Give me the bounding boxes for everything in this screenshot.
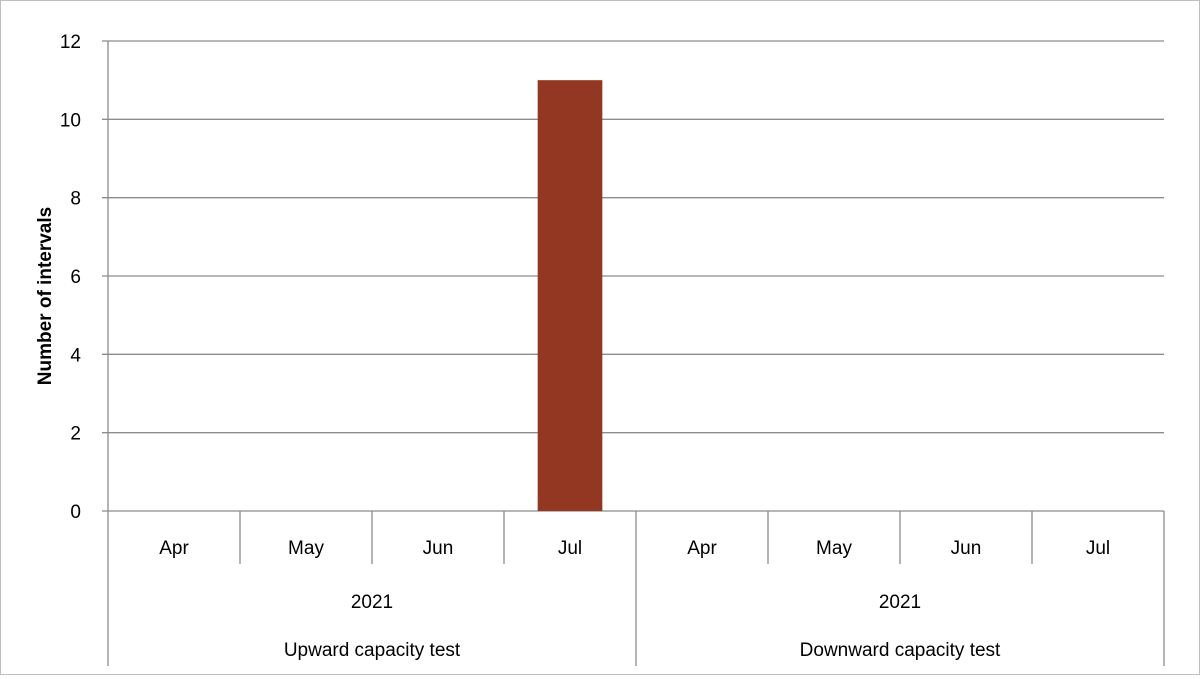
x-category-labels: Apr May Jun Jul Apr May Jun Jul 2021 Upward capac…: [159, 538, 1110, 661]
month-label: Apr: [687, 538, 717, 559]
y-tick-label: 12: [60, 32, 81, 53]
y-tick-label: 8: [70, 189, 81, 210]
test-group-label: Downward capacity test: [800, 640, 1001, 661]
y-tick-label: 10: [60, 110, 81, 131]
month-label: Jun: [951, 538, 982, 559]
month-label: May: [288, 538, 324, 559]
y-tick-label: 2: [70, 424, 81, 445]
year-label: 2021: [879, 592, 921, 613]
y-tick-label: 0: [70, 502, 81, 523]
y-tick-label: 6: [70, 267, 81, 288]
month-label: Jun: [423, 538, 454, 559]
month-label: Jul: [558, 538, 582, 559]
test-group-label: Upward capacity test: [284, 640, 461, 661]
month-label: Apr: [159, 538, 189, 559]
y-axis-title: Number of intervals: [35, 207, 56, 385]
y-tick-labels: 0 2 4 6 8 10 12: [60, 32, 82, 523]
y-tick-label: 4: [70, 345, 81, 366]
bars: [537, 80, 603, 512]
month-label: May: [816, 538, 852, 559]
month-label: Jul: [1086, 538, 1110, 559]
gridlines: [102, 40, 1164, 512]
bar: [537, 80, 603, 512]
axis-lines: [107, 41, 1165, 666]
year-label: 2021: [351, 592, 393, 613]
